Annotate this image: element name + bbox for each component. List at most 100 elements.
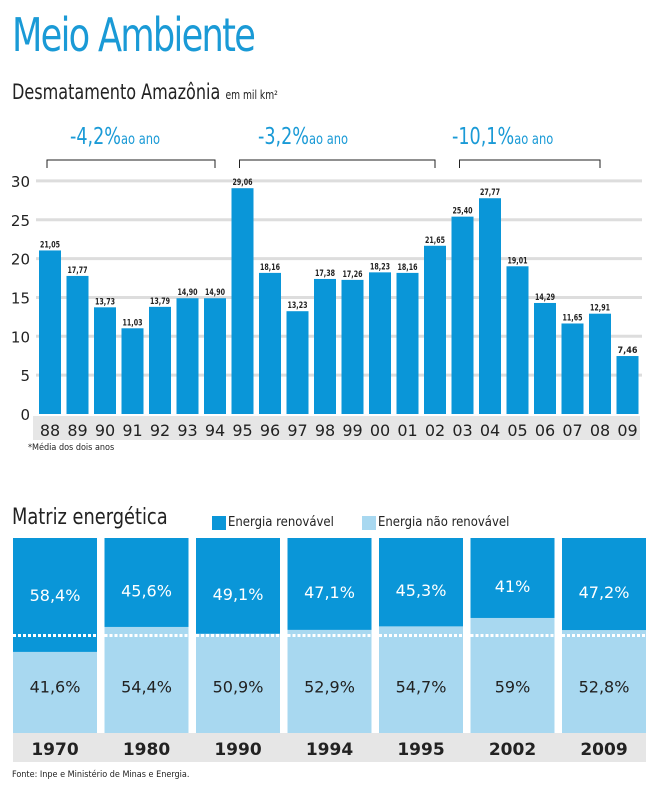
data-label: 11,03 <box>123 318 143 328</box>
renewable-label: 47,2% <box>579 583 630 602</box>
x-tick-label: 91 <box>122 421 142 440</box>
bar <box>231 188 254 414</box>
x-tick-label: 92 <box>150 421 170 440</box>
x-tick-label: 95 <box>232 421 252 440</box>
deforestation-chart: 05101520253021,058817,778913,739011,0391… <box>11 159 642 440</box>
y-tick-label: 5 <box>20 367 30 385</box>
renewable-label: 45,6% <box>121 581 172 600</box>
bar <box>534 302 556 414</box>
period-rate-2: -3,2%ao ano <box>258 124 348 150</box>
x-tick-label: 88 <box>40 421 60 440</box>
year-label: 1995 <box>397 740 444 760</box>
renewable-segment <box>379 538 463 627</box>
bar <box>451 216 474 414</box>
bar <box>314 278 336 414</box>
period-bracket <box>239 159 436 168</box>
x-tick-label: 06 <box>535 421 555 440</box>
bar <box>204 298 226 414</box>
source-note: Fonte: Inpe e Ministério de Minas e Ener… <box>12 770 190 780</box>
x-tick-label: 05 <box>507 421 527 440</box>
bar <box>121 328 144 414</box>
bar <box>616 356 639 414</box>
x-tick-label: 01 <box>397 421 417 440</box>
x-tick-label: 07 <box>562 421 582 440</box>
renewable-label: 41% <box>495 577 531 596</box>
x-tick-label: 94 <box>205 421 225 440</box>
bar <box>561 323 584 414</box>
x-tick-label: 09 <box>617 421 637 440</box>
nonrenewable-label: 52,8% <box>579 677 630 696</box>
bar <box>479 198 501 414</box>
rate-suffix: ao ano <box>121 130 161 148</box>
data-label: 29,06 <box>233 178 253 188</box>
rate-suffix: ao ano <box>309 130 349 148</box>
data-label: 25,40 <box>453 207 473 217</box>
x-tick-label: 90 <box>95 421 115 440</box>
nonrenewable-label: 54,4% <box>121 677 172 696</box>
data-label: 14,90 <box>205 288 225 298</box>
bar <box>94 307 116 414</box>
renewable-segment <box>287 538 372 630</box>
year-label: 2002 <box>489 740 536 760</box>
x-tick-label: 99 <box>342 421 362 440</box>
data-label: 14,90 <box>178 288 198 298</box>
x-tick-label: 04 <box>480 421 500 440</box>
renewable-segment <box>13 538 97 652</box>
y-tick-label: 0 <box>20 406 30 424</box>
renewable-segment <box>470 538 555 618</box>
x-tick-label: 98 <box>315 421 335 440</box>
y-tick-label: 20 <box>11 251 30 269</box>
energy-title: Matriz energética <box>12 505 168 530</box>
data-label: 11,65 <box>563 313 583 323</box>
year-band <box>13 733 646 762</box>
bar <box>589 313 611 414</box>
y-tick-label: 10 <box>11 328 30 346</box>
data-label: 14,29 <box>535 293 555 303</box>
bar <box>39 250 61 414</box>
data-label: 21,05 <box>40 240 60 250</box>
data-label: 18,23 <box>370 262 390 272</box>
rate-value: -10,1% <box>452 124 515 150</box>
nonrenewable-label: 50,9% <box>213 677 264 696</box>
renewable-label: 45,3% <box>396 581 447 600</box>
data-label: 13,79 <box>150 297 170 307</box>
renewable-segment <box>104 538 189 627</box>
period-bracket <box>46 159 216 168</box>
footnote: *Média dos dois anos <box>28 443 115 453</box>
unit-label: em mil km² <box>225 88 278 102</box>
period-rate-3: -10,1%ao ano <box>452 124 553 150</box>
bar <box>396 272 419 414</box>
legend-label: Energia renovável <box>228 515 334 530</box>
period-rate-1: -4,2%ao ano <box>70 124 160 150</box>
nonrenewable-label: 59% <box>495 677 531 696</box>
year-label: 2009 <box>580 740 627 760</box>
subtitle-text: Desmatamento Amazônia <box>12 80 221 104</box>
data-label: 13,23 <box>288 301 308 311</box>
nonrenewable-label: 41,6% <box>30 677 81 696</box>
rate-suffix: ao ano <box>514 130 554 148</box>
bar <box>506 266 529 414</box>
data-label: 19,01 <box>508 256 528 266</box>
bar <box>286 311 309 414</box>
bar <box>66 275 89 414</box>
data-label: 17,77 <box>68 266 88 276</box>
legend-nonrenewable: Energia não renovável <box>362 515 509 530</box>
x-tick-label: 96 <box>260 421 280 440</box>
data-label: 13,73 <box>95 297 115 307</box>
renewable-label: 47,1% <box>304 583 355 602</box>
bar <box>424 245 446 414</box>
x-tick-label: 00 <box>370 421 390 440</box>
chart-subtitle: Desmatamento Amazônia em mil km² <box>12 80 278 104</box>
bar <box>259 272 281 414</box>
year-label: 1980 <box>123 740 170 760</box>
legend-swatch <box>362 515 376 530</box>
year-label: 1970 <box>31 740 78 760</box>
data-label: 21,65 <box>425 236 445 246</box>
legend-label: Energia não renovável <box>378 515 510 530</box>
data-label: 18,16 <box>398 263 418 273</box>
data-label: 17,26 <box>343 270 363 280</box>
data-label: 12,91 <box>590 304 610 314</box>
x-tick-label: 97 <box>287 421 307 440</box>
bar <box>149 306 171 414</box>
renewable-label: 58,4% <box>30 586 81 605</box>
